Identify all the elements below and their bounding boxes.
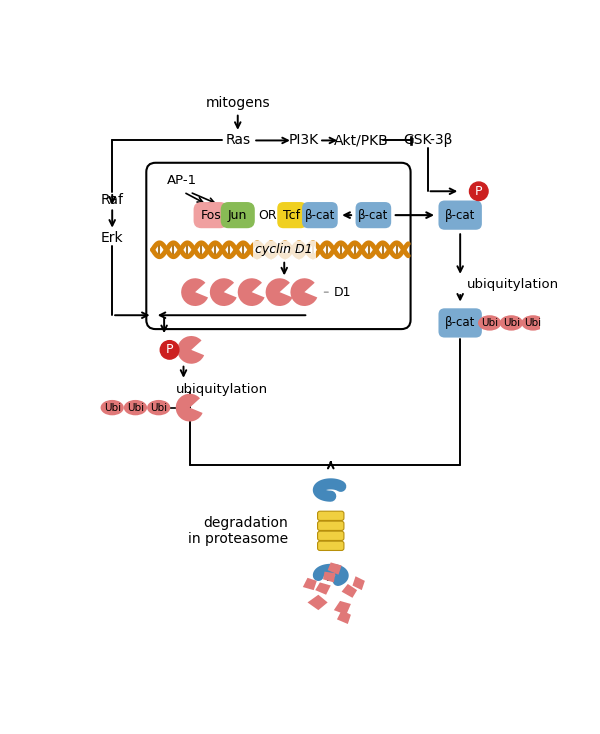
FancyBboxPatch shape — [317, 541, 344, 550]
Ellipse shape — [500, 315, 523, 330]
Polygon shape — [352, 576, 365, 590]
Wedge shape — [181, 278, 208, 306]
Text: ubiquitylation: ubiquitylation — [176, 383, 268, 396]
FancyBboxPatch shape — [439, 308, 482, 338]
FancyBboxPatch shape — [302, 202, 338, 228]
Text: Fos: Fos — [200, 208, 221, 222]
FancyBboxPatch shape — [439, 200, 482, 230]
FancyBboxPatch shape — [221, 202, 255, 228]
Polygon shape — [341, 584, 357, 597]
Circle shape — [469, 182, 488, 200]
Text: Ubi: Ubi — [524, 318, 542, 328]
Text: Ubi: Ubi — [127, 403, 144, 413]
Text: Erk: Erk — [101, 231, 124, 245]
Circle shape — [160, 341, 179, 359]
Polygon shape — [328, 562, 341, 575]
Text: Jun: Jun — [228, 208, 247, 222]
Wedge shape — [210, 278, 236, 306]
FancyBboxPatch shape — [356, 202, 391, 228]
Text: β-cat: β-cat — [305, 208, 335, 222]
Text: GSK-3β: GSK-3β — [403, 134, 452, 148]
Text: P: P — [166, 344, 173, 357]
FancyBboxPatch shape — [317, 511, 344, 520]
Text: β-cat: β-cat — [358, 208, 389, 222]
Text: Raf: Raf — [101, 193, 124, 207]
Text: degradation
in proteasome: degradation in proteasome — [188, 516, 288, 546]
Polygon shape — [303, 578, 317, 590]
Text: PI3K: PI3K — [289, 134, 319, 148]
Text: β-cat: β-cat — [445, 316, 475, 330]
Ellipse shape — [101, 400, 124, 415]
Text: ubiquitylation: ubiquitylation — [466, 278, 559, 291]
Text: cyclin D1: cyclin D1 — [256, 243, 313, 256]
Wedge shape — [238, 278, 265, 306]
Text: Ubi: Ubi — [104, 403, 121, 413]
Wedge shape — [176, 393, 203, 421]
Polygon shape — [337, 610, 351, 624]
Text: AP-1: AP-1 — [167, 174, 197, 187]
Ellipse shape — [124, 400, 147, 415]
Wedge shape — [266, 278, 292, 306]
FancyBboxPatch shape — [317, 531, 344, 540]
Text: Ubi: Ubi — [481, 318, 498, 328]
Text: Ras: Ras — [225, 134, 250, 148]
FancyBboxPatch shape — [277, 202, 307, 228]
Ellipse shape — [521, 315, 545, 330]
Wedge shape — [290, 278, 317, 306]
Text: P: P — [475, 185, 482, 197]
Polygon shape — [323, 572, 335, 582]
Text: OR: OR — [258, 208, 277, 222]
FancyBboxPatch shape — [317, 521, 344, 531]
Text: Tcf: Tcf — [283, 208, 301, 222]
Text: mitogens: mitogens — [205, 96, 270, 111]
Text: β-cat: β-cat — [445, 208, 475, 222]
Ellipse shape — [478, 315, 501, 330]
Ellipse shape — [147, 400, 170, 415]
Text: Ubi: Ubi — [503, 318, 520, 328]
Wedge shape — [178, 336, 204, 364]
Text: Ubi: Ubi — [150, 403, 167, 413]
Text: D1: D1 — [324, 286, 352, 299]
FancyBboxPatch shape — [194, 202, 227, 228]
Polygon shape — [334, 601, 351, 615]
Text: Akt/PKB: Akt/PKB — [334, 134, 389, 148]
Polygon shape — [315, 582, 331, 595]
Polygon shape — [308, 595, 328, 610]
